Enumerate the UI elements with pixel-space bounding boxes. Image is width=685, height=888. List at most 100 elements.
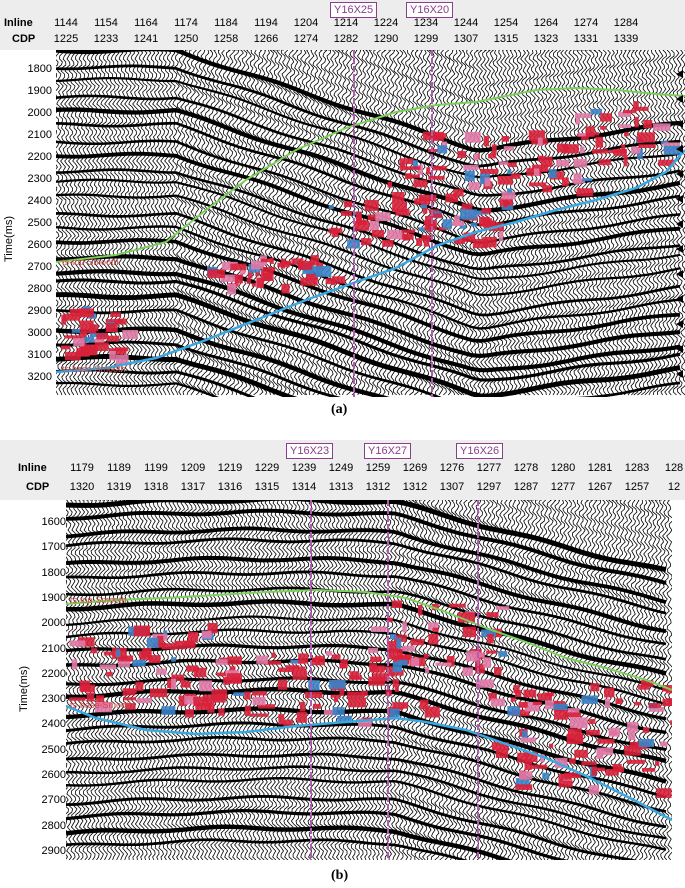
anomaly-patch: [643, 119, 653, 129]
anomaly-patch: [122, 330, 139, 339]
reflector-band: [66, 808, 569, 860]
seismic-trace: [276, 50, 284, 396]
time-tick: 2900: [27, 305, 52, 317]
cdp-tick: 1331: [573, 33, 599, 45]
anomaly-patch: [517, 752, 528, 763]
anomaly-patch: [541, 156, 553, 167]
anomaly-patch: [425, 215, 431, 221]
anomaly-patch: [564, 712, 581, 717]
anomaly-patch: [633, 106, 649, 111]
anomaly-patch: [533, 168, 540, 176]
time-tick: 3100: [27, 349, 52, 361]
inline-tick: 1264: [533, 17, 559, 29]
anomaly-patch: [435, 662, 452, 666]
anomaly-patch: [410, 638, 425, 646]
anomaly-patch: [457, 612, 475, 623]
anomaly-patch: [604, 687, 615, 698]
anomaly-patch: [494, 667, 502, 676]
anomaly-patch: [483, 236, 497, 248]
seismic-trace: [600, 50, 608, 396]
seismic-trace: [152, 50, 160, 396]
anomaly-patch: [386, 617, 393, 623]
inline-tick: 1224: [373, 17, 399, 29]
seismic-trace: [136, 50, 144, 396]
anomaly-patch: [486, 220, 496, 228]
anomaly-patch: [497, 175, 513, 185]
anomaly-patch: [331, 276, 346, 284]
inline-tick: 1239: [291, 462, 317, 474]
anomaly-patch: [638, 739, 654, 747]
anomaly-patch: [360, 238, 372, 246]
anomaly-patch: [533, 701, 542, 706]
anomaly-patch: [542, 185, 553, 193]
anomaly-patch: [252, 691, 267, 696]
anomaly-patch: [369, 220, 379, 231]
anomaly-patch: [525, 751, 538, 763]
anomaly-patch: [103, 651, 114, 656]
anomaly-patch: [178, 695, 187, 706]
reflector-band: [56, 368, 256, 397]
anomaly-patch: [334, 697, 339, 702]
inline-tick: 1278: [513, 462, 539, 474]
panel-a-base-horizon-label: ts-base-Smooth: [62, 364, 126, 374]
reflector-band: [66, 555, 667, 634]
reflector-band: [56, 381, 220, 397]
anomaly-patch: [663, 145, 682, 155]
anomaly-patch: [325, 278, 334, 285]
anomaly-patch: [262, 267, 276, 272]
inline-tick: 1184: [214, 17, 238, 29]
reflector-band: [66, 676, 667, 752]
seismic-trace: [610, 500, 618, 860]
inline-tick: 1214: [333, 17, 359, 29]
anomaly-patch: [107, 335, 120, 342]
seismic-trace: [654, 500, 662, 860]
seismic-trace: [434, 500, 442, 860]
seismic-trace: [66, 500, 74, 860]
anomaly-patch: [414, 198, 431, 205]
anomaly-patch: [582, 178, 592, 182]
anomaly-patch: [540, 754, 545, 763]
anomaly-patch: [642, 768, 656, 772]
anomaly-patch: [386, 229, 403, 240]
anomaly-patch: [315, 265, 332, 277]
seismic-trace: [240, 50, 248, 396]
cdp-tick: 1297: [476, 481, 502, 493]
anomaly-patch: [340, 659, 348, 669]
anomaly-patch: [202, 694, 217, 703]
seismic-trace: [410, 500, 418, 860]
anomaly-patch: [300, 277, 318, 286]
anomaly-patch: [343, 201, 353, 208]
anomaly-patch: [150, 688, 168, 698]
reflector-band: [56, 292, 681, 397]
anomaly-patch: [305, 691, 323, 699]
anomaly-patch: [457, 150, 466, 159]
anomaly-patch: [403, 235, 410, 241]
anomaly-patch: [612, 764, 622, 772]
anomaly-patch: [428, 622, 439, 630]
right-marker: [676, 145, 683, 153]
time-tick: 2500: [27, 217, 52, 229]
anomaly-patch: [419, 227, 428, 231]
anomaly-patch: [491, 144, 497, 155]
seismic-trace: [574, 500, 582, 860]
cdp-tick: 1257: [624, 481, 650, 493]
anomaly-patch: [638, 684, 650, 690]
seismic-trace: [608, 50, 616, 396]
seismic-trace: [228, 50, 236, 396]
anomaly-patch: [422, 203, 428, 214]
anomaly-patch: [623, 132, 629, 137]
anomaly-patch: [663, 142, 680, 147]
anomaly-patch: [529, 764, 548, 769]
panel-b-cdp-label: CDP: [26, 481, 50, 493]
anomaly-patch: [618, 111, 632, 117]
reflector-band: [66, 526, 667, 605]
anomaly-patch: [123, 697, 136, 701]
inline-tick: 1280: [550, 462, 576, 474]
anomaly-patch: [416, 238, 423, 246]
anomaly-patch: [256, 655, 268, 664]
anomaly-patch: [392, 679, 399, 687]
anomaly-patch: [410, 658, 420, 667]
anomaly-patch: [588, 785, 600, 795]
anomaly-patch: [634, 116, 639, 128]
time-tick: 3000: [27, 327, 52, 339]
